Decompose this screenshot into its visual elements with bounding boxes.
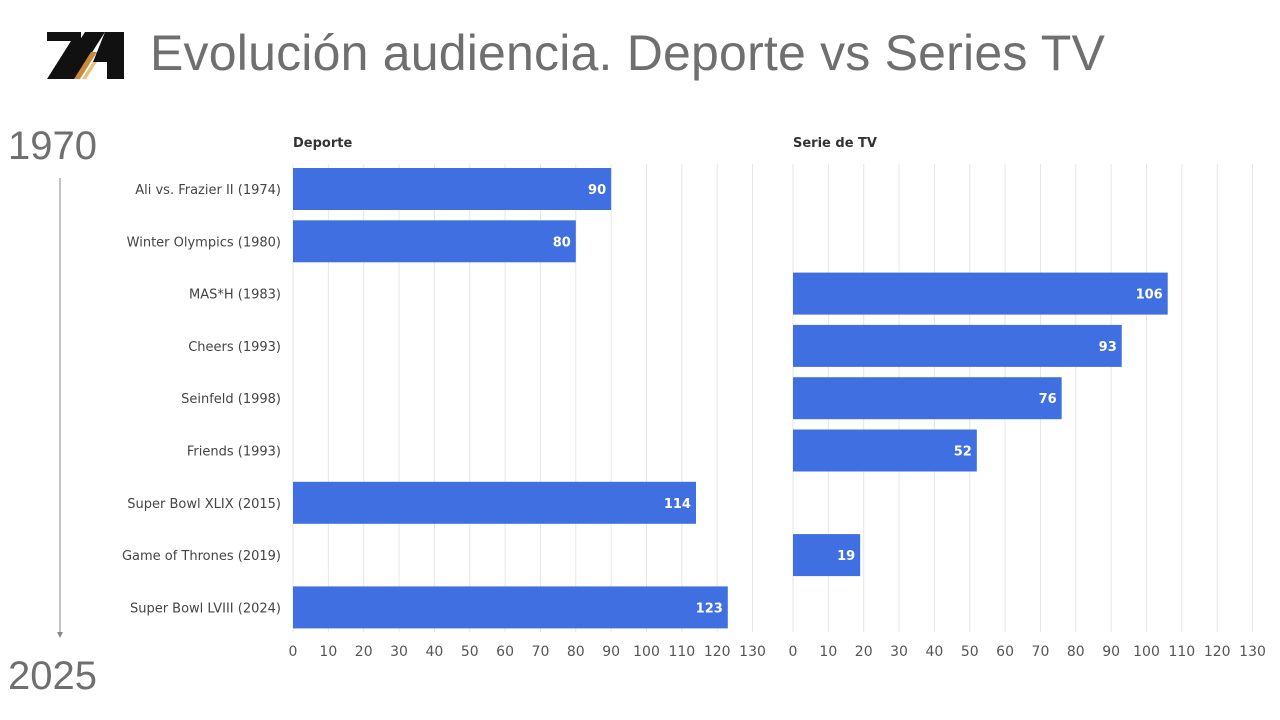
x-tick-label: 110 — [668, 644, 695, 660]
bar — [293, 220, 576, 263]
category-label: Super Bowl XLIX (2015) — [127, 497, 281, 512]
bar — [293, 481, 696, 524]
x-tick-label: 60 — [996, 644, 1014, 660]
category-label: Friends (1993) — [187, 445, 281, 460]
x-tick-label: 100 — [633, 644, 660, 660]
category-label: MAS*H (1983) — [189, 288, 281, 303]
bar — [293, 586, 728, 629]
x-tick-label: 60 — [496, 644, 514, 660]
x-tick-label: 130 — [739, 644, 766, 660]
x-tick-label: 120 — [1204, 644, 1231, 660]
data-label: 80 — [553, 235, 571, 250]
x-tick-label: 70 — [1032, 644, 1050, 660]
panel-1: 0 10 20 30 40 50 60 70 80 90 100 110 120 130 Serie de … — [789, 136, 1266, 660]
x-tick-label: 120 — [704, 644, 731, 660]
timeline-start-year: 1970 — [8, 124, 97, 168]
brand-logo — [47, 32, 124, 79]
data-label: 52 — [954, 445, 972, 460]
x-tick-label: 0 — [289, 644, 298, 660]
x-tick-label: 10 — [319, 644, 337, 660]
x-tick-label: 90 — [602, 644, 620, 660]
x-tick-label: 30 — [390, 644, 408, 660]
category-label: Winter Olympics (1980) — [127, 235, 281, 250]
x-tick-label: 80 — [567, 644, 585, 660]
data-label: 123 — [696, 601, 723, 616]
data-label: 93 — [1099, 340, 1117, 355]
bar — [793, 429, 977, 472]
bar — [293, 168, 612, 210]
x-tick-label: 50 — [961, 644, 979, 660]
page-title: Evolución audiencia. Deporte vs Series T… — [150, 25, 1106, 81]
x-tick-label: 20 — [355, 644, 373, 660]
timeline-end-year: 2025 — [8, 654, 97, 698]
panel-0: 0 10 20 30 40 50 60 70 80 90 100 110 120 130 Deporte 90… — [289, 136, 766, 660]
x-tick-label: 50 — [461, 644, 479, 660]
x-tick-label: 0 — [789, 644, 798, 660]
bar — [793, 272, 1168, 315]
data-label: 106 — [1136, 288, 1163, 303]
panel-title: Deporte — [293, 136, 352, 151]
data-label: 76 — [1039, 392, 1057, 407]
category-label: Seinfeld (1998) — [181, 392, 281, 407]
x-tick-label: 40 — [425, 644, 443, 660]
x-tick-label: 110 — [1168, 644, 1195, 660]
x-tick-label: 10 — [819, 644, 837, 660]
x-tick-label: 130 — [1239, 644, 1266, 660]
bar — [793, 377, 1062, 420]
x-tick-label: 20 — [855, 644, 873, 660]
x-tick-label: 40 — [925, 644, 943, 660]
data-label: 90 — [588, 183, 606, 198]
x-tick-label: 70 — [532, 644, 550, 660]
data-label: 19 — [837, 549, 855, 564]
data-label: 114 — [664, 497, 691, 512]
category-label: Game of Thrones (2019) — [122, 549, 281, 564]
x-tick-label: 90 — [1102, 644, 1120, 660]
x-tick-label: 30 — [890, 644, 908, 660]
category-label: Ali vs. Frazier II (1974) — [135, 183, 281, 198]
category-label: Super Bowl LVIII (2024) — [130, 601, 281, 616]
bar — [793, 324, 1122, 367]
x-tick-label: 100 — [1133, 644, 1160, 660]
timeline-arrow-icon — [57, 178, 63, 638]
category-label: Cheers (1993) — [188, 340, 281, 355]
x-tick-label: 80 — [1067, 644, 1085, 660]
panel-title: Serie de TV — [793, 136, 877, 151]
bar — [793, 534, 861, 577]
